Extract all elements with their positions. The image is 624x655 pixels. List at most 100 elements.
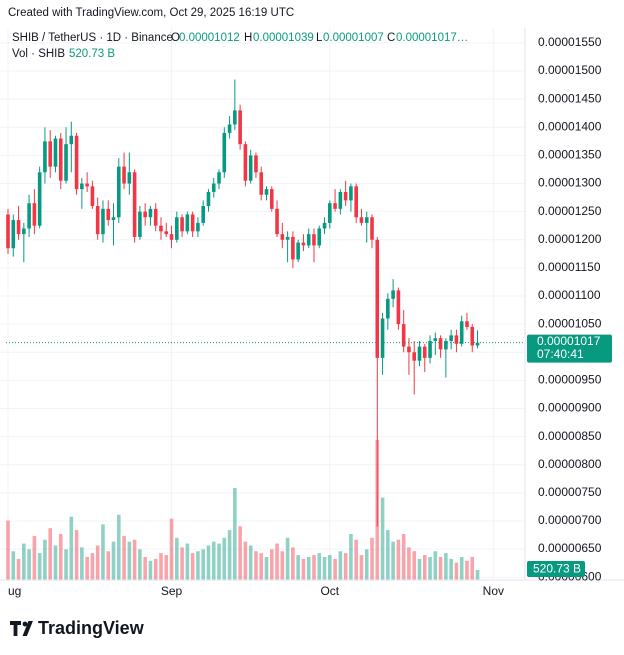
y-tick-label: 0.00001100 [538,288,601,302]
volume-bar [190,553,195,580]
volume-bar [317,553,322,580]
volume-bar [380,497,385,580]
candle-body [190,214,195,232]
volume-bar [22,543,26,580]
logo-shape [22,621,28,627]
volume-bar [280,551,285,580]
volume-bar [291,547,295,580]
grid [0,28,525,580]
volume-bar [6,520,10,580]
y-tick-label: 0.00001500 [538,63,602,77]
volume-bar [343,553,348,580]
volume-bar [227,530,232,580]
volume-bar [386,530,390,580]
volume-bar [53,545,58,580]
volume-bar [138,549,142,580]
candle-body [211,183,216,192]
candle-body [285,236,290,240]
logo-shape [22,621,33,636]
volume-bar [354,539,358,580]
candle-body [275,208,279,235]
candle-body [53,138,58,167]
volume-bar [264,556,269,580]
volume-bar [296,555,300,580]
volume-bar [222,537,227,580]
volume-bar [175,537,179,580]
volume-bar [16,558,21,580]
volume-bar [428,556,432,580]
y-tick-label: 0.00001350 [538,148,602,162]
volume-bar [169,518,174,580]
candle-body [16,220,21,235]
candle-body [412,352,417,361]
volume-bar [338,551,343,580]
candle-body [364,217,369,223]
volume-bar [37,553,42,580]
volume-bar [180,547,184,580]
volume-bar [32,535,37,580]
volume-bar [106,551,111,580]
candle-body [322,222,327,229]
volume-bar [370,537,374,580]
candle-body [122,166,126,184]
candle-body [238,110,242,145]
volume-bar [217,543,221,580]
candle-body [153,208,158,226]
x-tick-label: Oct [320,584,339,598]
candle-body [391,290,395,299]
candle-body [269,189,274,209]
volume-bar [391,541,395,580]
volume-value: 520.73 B [69,48,115,60]
logo-shape [10,621,21,636]
candle-body [422,346,427,358]
candle-body [359,217,364,223]
x-tick-label: ug [8,584,21,598]
candle-body [69,135,74,145]
volume-bar [132,539,137,580]
x-tick-label: Sep [161,584,183,598]
volume-bar [359,555,364,580]
volume-bar [48,528,53,580]
volume-bar [275,543,279,580]
candle-body [438,338,443,350]
candle-body [116,166,121,218]
volume-bar [417,558,422,580]
volume-bar [74,530,79,580]
volume-bar [422,555,427,580]
candle-body [370,217,374,240]
candle-body [138,211,142,237]
candle-body [201,206,205,223]
candle-body [433,338,438,341]
candle-body [48,141,53,167]
candle-body [338,191,343,209]
candle-body [280,234,285,240]
ohlc-value: 0.00001012 [179,32,240,44]
candle-body [248,155,253,181]
volume-bar [470,556,475,580]
brand-name: TradingView [38,618,145,638]
candle-body [222,132,227,173]
y-tick-label: 0.00001550 [538,35,602,49]
candle-body [90,186,95,207]
volume-bar [69,516,74,580]
y-tick-label: 0.00001200 [538,232,602,246]
candle-body [444,340,448,350]
candle-body [306,234,311,246]
volume-bar [312,555,316,580]
volume-label: 520.73 B [533,562,581,576]
y-tick-label: 0.00000800 [538,457,602,471]
x-tick-label: Nov [483,584,504,598]
candle-body [143,211,147,218]
caption: Created with TradingView.com, Oct 29, 20… [8,7,294,19]
volume-bar [185,543,190,580]
ohlc-key: H [244,32,252,44]
volume-bar [322,556,327,580]
candle-body [317,228,322,246]
volume-bar [438,556,443,580]
candle-body [22,228,26,235]
candle-body [396,290,401,325]
volume-bar [90,553,95,580]
ohlc-value: 0.00001039 [253,32,314,44]
candle-body [37,172,42,226]
